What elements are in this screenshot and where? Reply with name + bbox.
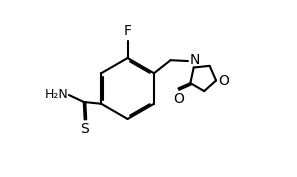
Text: N: N <box>190 53 200 67</box>
Text: O: O <box>218 74 229 88</box>
Text: O: O <box>173 92 184 106</box>
Text: H₂N: H₂N <box>44 88 68 101</box>
Text: S: S <box>80 122 89 136</box>
Text: F: F <box>124 24 132 38</box>
